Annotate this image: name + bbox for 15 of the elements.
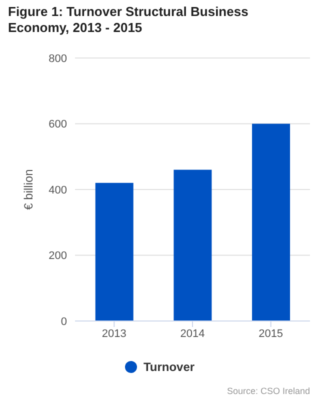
bar: [252, 124, 290, 321]
y-tick-label: 800: [48, 52, 67, 65]
chart-title: Figure 1: Turnover Structural Business Economy, 2013 - 2015: [8, 4, 250, 36]
x-tick-label: 2013: [102, 328, 126, 340]
source-note: Source: CSO Ireland: [226, 386, 310, 396]
x-tick-label: 2015: [258, 328, 284, 340]
y-axis-title: € billion: [21, 169, 36, 210]
y-tick-label: 0: [60, 316, 67, 328]
bar: [174, 170, 212, 321]
y-tick-label: 200: [48, 250, 67, 262]
legend-label: Turnover: [142, 360, 195, 374]
y-tick-label: 400: [48, 184, 67, 196]
bar: [95, 182, 134, 321]
y-tick-label: 600: [48, 118, 67, 131]
x-tick-label: 2014: [180, 328, 205, 340]
